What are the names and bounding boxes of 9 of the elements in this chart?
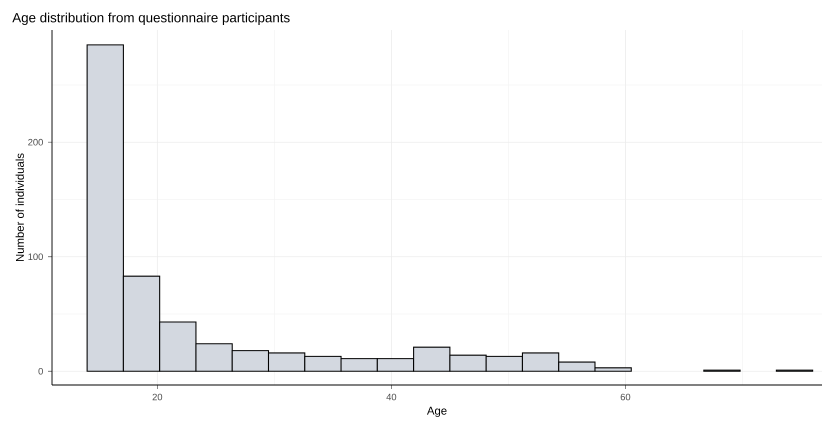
y-axis-title: Number of individuals bbox=[16, 153, 24, 262]
chart-title: Age distribution from questionnaire participants bbox=[12, 12, 290, 26]
x-tick-label: 60 bbox=[620, 394, 630, 400]
x-tick-label: 40 bbox=[386, 394, 396, 400]
y-tick-label: 200 bbox=[28, 138, 43, 146]
x-tick-label: 20 bbox=[152, 394, 162, 400]
x-axis-title: Age bbox=[426, 406, 447, 417]
y-tick-label: 100 bbox=[28, 253, 43, 260]
y-tick-label: 0 bbox=[38, 368, 43, 375]
